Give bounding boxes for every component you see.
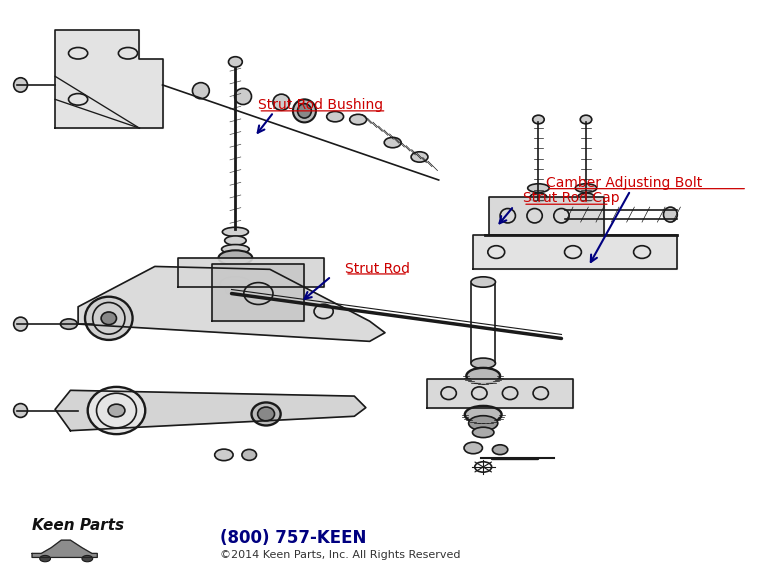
Ellipse shape — [469, 416, 497, 431]
Ellipse shape — [293, 100, 316, 122]
Ellipse shape — [530, 193, 547, 201]
Text: Strut Rod Cap: Strut Rod Cap — [523, 192, 620, 206]
Ellipse shape — [297, 104, 311, 118]
Ellipse shape — [223, 228, 249, 236]
Ellipse shape — [258, 407, 275, 421]
Polygon shape — [427, 379, 573, 408]
Ellipse shape — [527, 184, 549, 192]
Polygon shape — [55, 30, 162, 128]
Ellipse shape — [235, 89, 252, 105]
Ellipse shape — [108, 404, 125, 417]
Ellipse shape — [252, 402, 280, 426]
Ellipse shape — [384, 137, 401, 148]
Polygon shape — [489, 197, 604, 234]
Ellipse shape — [215, 449, 233, 461]
Ellipse shape — [85, 296, 132, 340]
Ellipse shape — [575, 184, 597, 192]
Ellipse shape — [533, 115, 544, 124]
Ellipse shape — [471, 358, 495, 368]
Ellipse shape — [326, 111, 343, 122]
Ellipse shape — [664, 207, 678, 222]
Ellipse shape — [242, 449, 256, 460]
Ellipse shape — [14, 404, 28, 417]
Polygon shape — [55, 390, 366, 431]
Text: Camber Adjusting Bolt: Camber Adjusting Bolt — [546, 176, 702, 190]
Text: ©2014 Keen Parts, Inc. All Rights Reserved: ©2014 Keen Parts, Inc. All Rights Reserv… — [220, 549, 460, 559]
Text: Keen Parts: Keen Parts — [32, 518, 124, 533]
Ellipse shape — [14, 317, 28, 331]
Ellipse shape — [473, 427, 494, 438]
Ellipse shape — [411, 152, 428, 162]
Ellipse shape — [465, 406, 501, 423]
Ellipse shape — [222, 244, 249, 254]
Ellipse shape — [192, 83, 209, 99]
Ellipse shape — [492, 445, 507, 455]
Ellipse shape — [467, 368, 500, 384]
Text: Strut Rod Bushing: Strut Rod Bushing — [259, 98, 383, 112]
Ellipse shape — [82, 555, 92, 562]
Ellipse shape — [350, 114, 367, 124]
Ellipse shape — [61, 319, 77, 329]
Ellipse shape — [273, 94, 290, 110]
Ellipse shape — [40, 555, 51, 562]
Polygon shape — [178, 258, 323, 287]
Ellipse shape — [464, 442, 483, 454]
Polygon shape — [32, 540, 97, 558]
Ellipse shape — [101, 312, 116, 325]
Polygon shape — [213, 263, 304, 321]
Polygon shape — [474, 234, 677, 269]
Ellipse shape — [471, 277, 495, 287]
Ellipse shape — [226, 285, 246, 296]
Ellipse shape — [225, 236, 246, 245]
Ellipse shape — [581, 115, 592, 124]
Ellipse shape — [220, 277, 251, 291]
Text: (800) 757-KEEN: (800) 757-KEEN — [220, 529, 367, 547]
Ellipse shape — [14, 78, 28, 92]
Ellipse shape — [229, 57, 243, 67]
Ellipse shape — [578, 193, 594, 201]
Ellipse shape — [219, 250, 253, 265]
Ellipse shape — [88, 387, 146, 434]
Polygon shape — [78, 266, 385, 342]
Text: Strut Rod: Strut Rod — [345, 262, 410, 276]
